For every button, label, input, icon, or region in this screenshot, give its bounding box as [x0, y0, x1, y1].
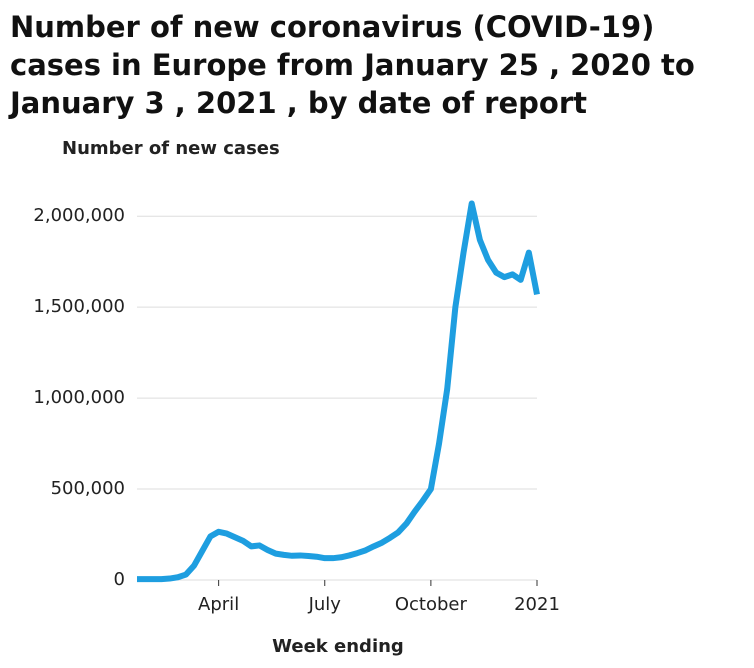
chart-title: Number of new coronavirus (COVID-19) cas…: [10, 10, 695, 120]
data-line: [137, 200, 540, 583]
y-axis-label: Number of new cases: [62, 138, 280, 159]
x-tick-label: July: [308, 594, 342, 615]
y-tick-label: 1,500,000: [33, 296, 125, 317]
x-tick-label: October: [395, 594, 468, 615]
y-tick-label: 0: [114, 569, 125, 590]
y-tick-label: 500,000: [51, 478, 125, 499]
x-tick-label: 2021: [514, 594, 560, 615]
y-tick-label: 2,000,000: [33, 205, 125, 226]
y-tick-label: 1,000,000: [33, 387, 125, 408]
x-tick-label: April: [198, 594, 239, 615]
x-axis-label: Week ending: [272, 636, 404, 657]
